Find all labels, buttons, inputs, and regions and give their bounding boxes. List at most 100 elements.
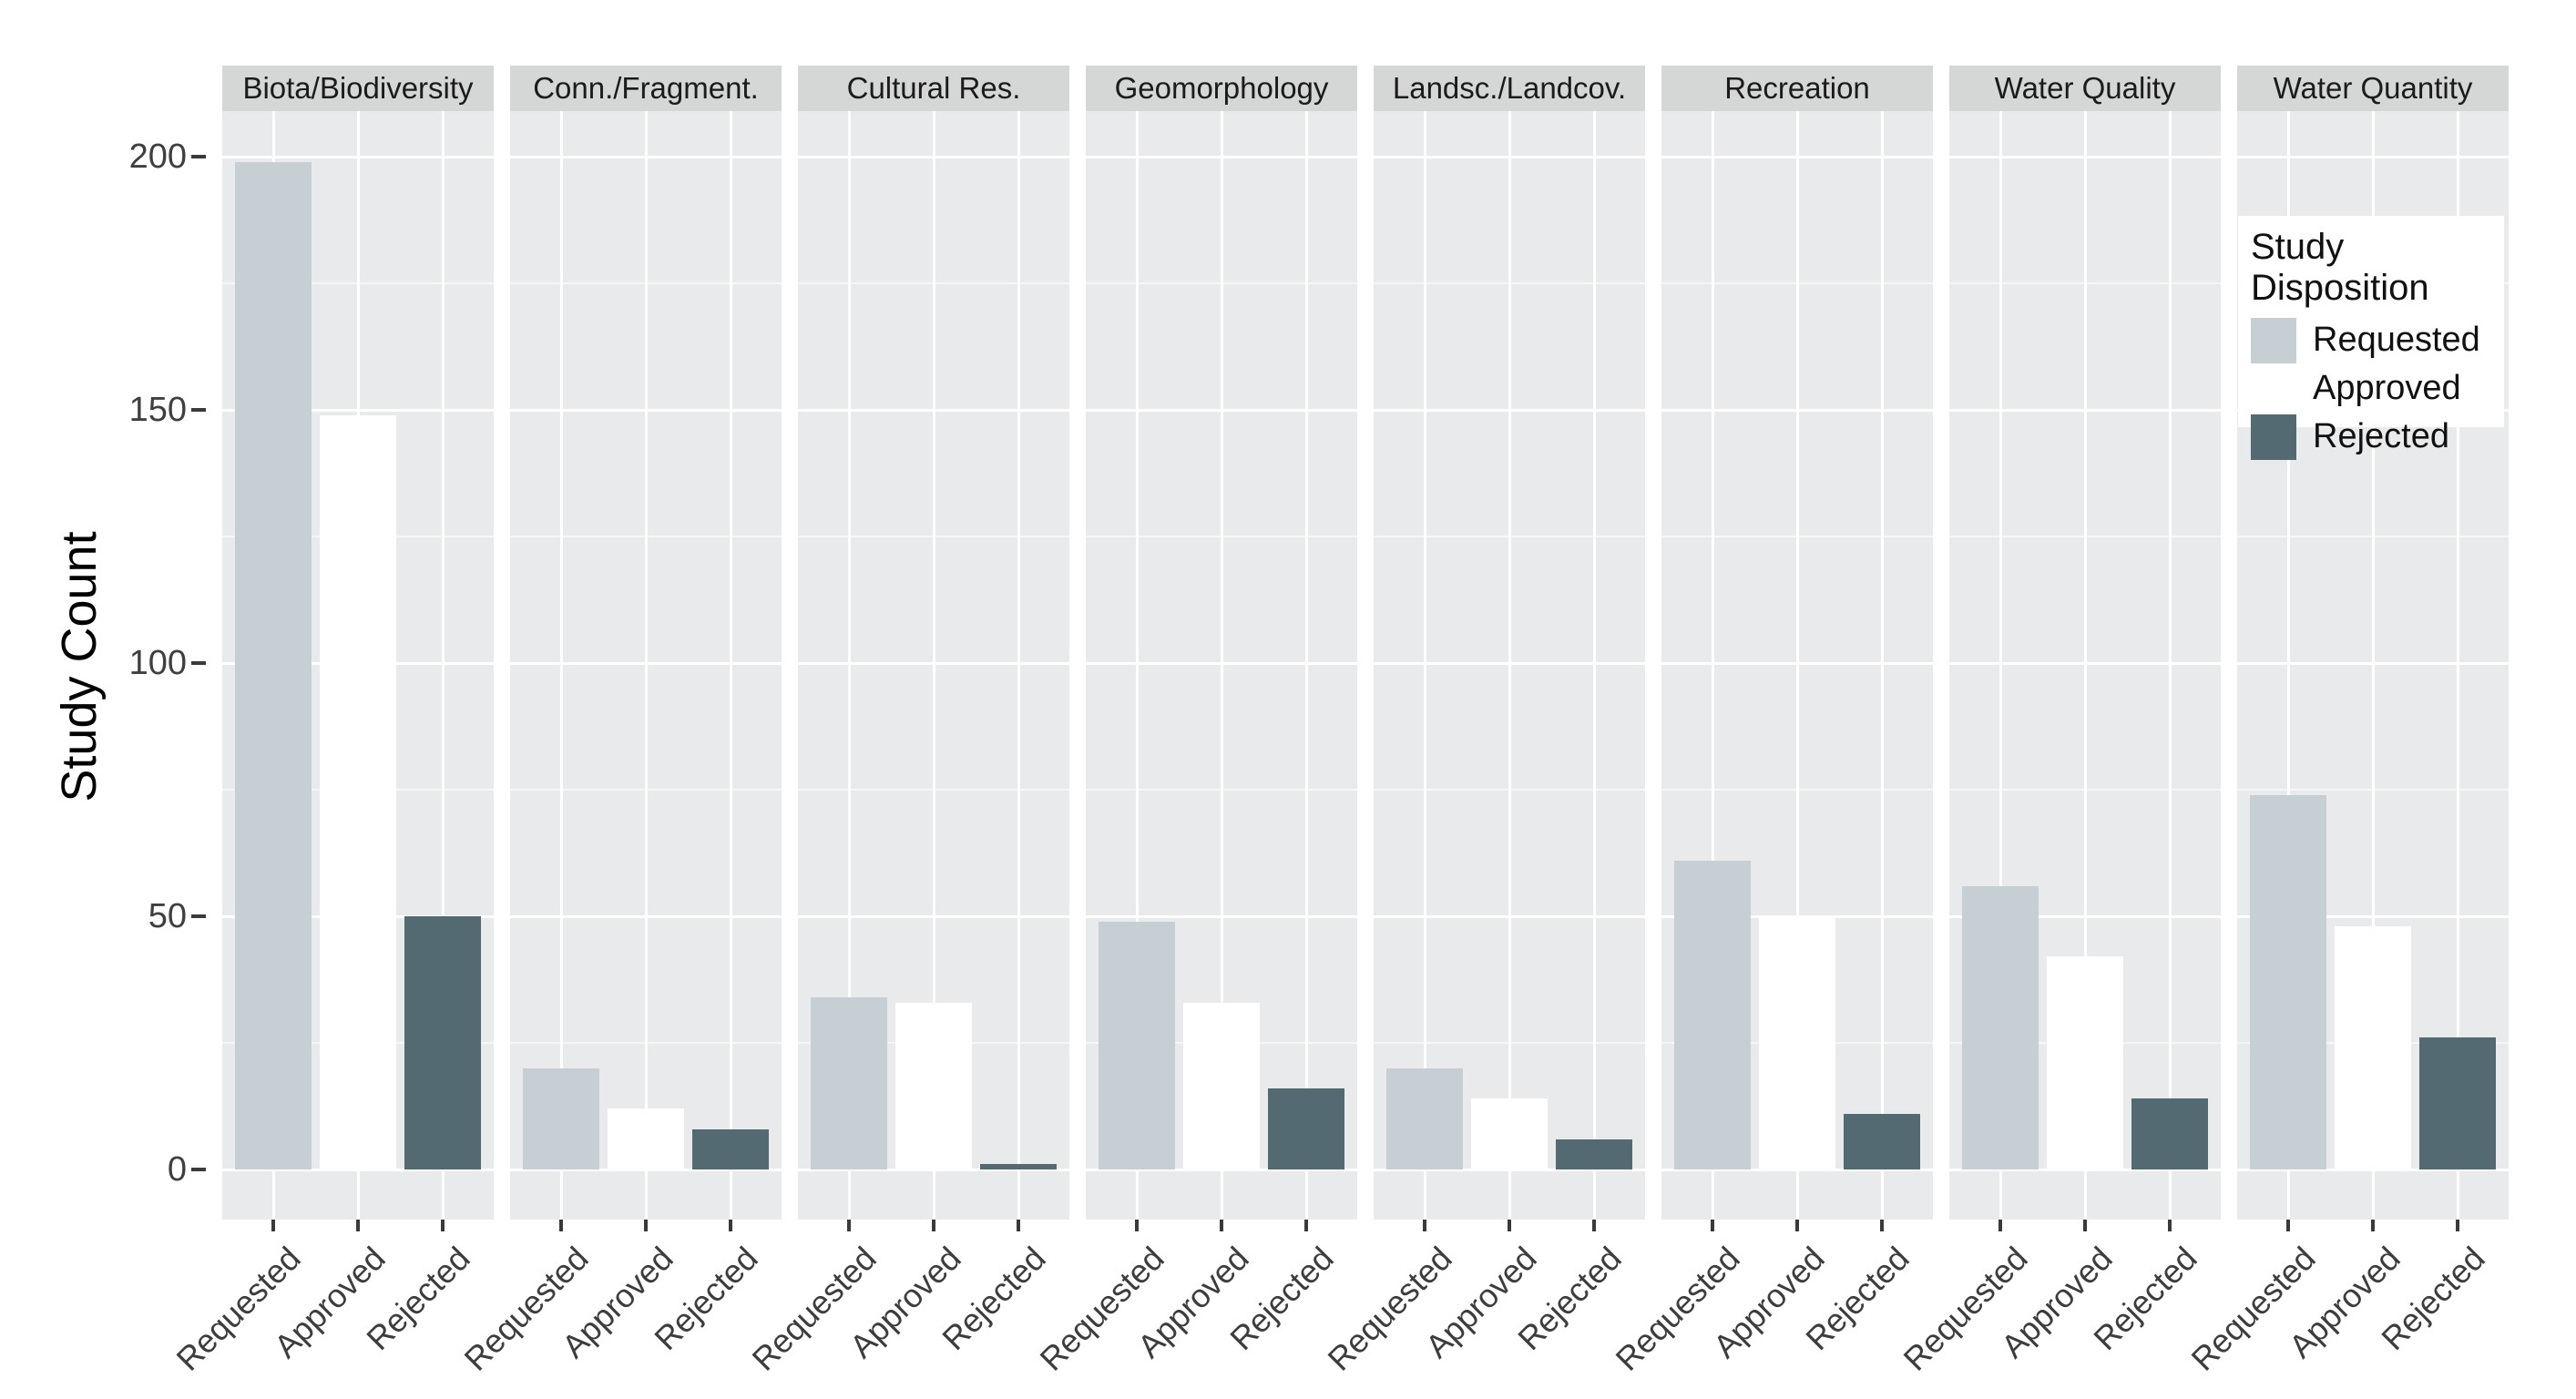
bar-requested [811, 997, 887, 1169]
facet-strip-label: Water Quality [1994, 71, 2176, 105]
gridline-vertical [1999, 111, 2002, 1220]
x-tick-mark [847, 1220, 851, 1231]
x-tick-mark [2286, 1220, 2290, 1231]
bar-requested [2250, 795, 2326, 1169]
x-tick-mark [1795, 1220, 1799, 1231]
bar-approved [895, 1003, 972, 1169]
bar-rejected [2131, 1098, 2208, 1169]
gridline-vertical [2287, 111, 2290, 1220]
gridline-vertical [2372, 111, 2375, 1220]
facet-strip: Landsc./Landcov. [1374, 66, 1645, 111]
bar-rejected [1268, 1088, 1344, 1169]
gridline-vertical [2084, 111, 2087, 1220]
facet-strip: Geomorphology [1086, 66, 1357, 111]
facet-strip-label: Water Quantity [2273, 71, 2473, 105]
x-tick-mark [2371, 1220, 2375, 1231]
x-tick-mark [2083, 1220, 2087, 1231]
y-tick-mark [191, 155, 206, 158]
legend-label: Rejected [2313, 417, 2449, 455]
panel-body [798, 111, 1069, 1220]
x-tick-mark [1592, 1220, 1596, 1231]
gridline-vertical [730, 111, 732, 1220]
x-tick-mark [1017, 1220, 1020, 1231]
gridline-vertical [2169, 111, 2172, 1220]
legend-row: Requested [2251, 316, 2504, 364]
legend-label: Approved [2313, 369, 2461, 407]
bar-approved [2047, 956, 2123, 1169]
facet-strip: Recreation [1661, 66, 1933, 111]
y-tick-mark [191, 1168, 206, 1171]
legend-label: Requested [2313, 321, 2480, 359]
gridline-vertical [442, 111, 445, 1220]
legend-row: Approved [2251, 364, 2504, 413]
y-tick-label: 200 [128, 138, 187, 176]
gridline-vertical [933, 111, 935, 1220]
gridline-vertical [1221, 111, 1223, 1220]
panel-body [1661, 111, 1933, 1220]
panel-body [1949, 111, 2221, 1220]
x-tick-mark [1423, 1220, 1426, 1231]
panel-body [1086, 111, 1357, 1220]
bar-requested [1386, 1068, 1463, 1169]
facet-strip-label: Recreation [1724, 71, 1870, 105]
bar-rejected [1556, 1139, 1632, 1169]
x-tick-mark [1220, 1220, 1223, 1231]
gridline-vertical [848, 111, 851, 1220]
legend-title: Study Disposition [2251, 227, 2429, 308]
bar-approved [2335, 926, 2411, 1169]
bar-rejected [692, 1129, 769, 1169]
gridline-vertical [1424, 111, 1426, 1220]
y-tick-label: 150 [128, 391, 187, 429]
bar-approved [320, 415, 396, 1169]
facet-strip-label: Conn./Fragment. [533, 71, 759, 105]
legend: Study Disposition Requested Approved Rejec… [2238, 216, 2504, 460]
y-tick-label: 50 [148, 897, 187, 935]
y-tick-mark [191, 408, 206, 412]
bar-requested [235, 162, 312, 1169]
bar-requested [1674, 861, 1751, 1169]
legend-items: Requested Approved Rejected [2238, 316, 2504, 461]
gridline-vertical [1017, 111, 1020, 1220]
facet-strip: Conn./Fragment. [510, 66, 782, 111]
x-tick-mark [441, 1220, 445, 1231]
bar-rejected [2419, 1037, 2496, 1169]
gridline-vertical [1508, 111, 1511, 1220]
panel-body [510, 111, 782, 1220]
bar-approved [1759, 916, 1835, 1169]
x-tick-mark [1304, 1220, 1308, 1231]
x-tick-mark [1711, 1220, 1714, 1231]
bar-approved [1183, 1003, 1260, 1169]
bar-requested [523, 1068, 599, 1169]
gridline-vertical [1712, 111, 1714, 1220]
legend-key-rejected [2251, 414, 2296, 460]
gridline-vertical [1593, 111, 1596, 1220]
x-tick-mark [559, 1220, 563, 1231]
y-tick-label: 100 [128, 644, 187, 682]
bar-approved [608, 1108, 684, 1169]
gridline-vertical [1136, 111, 1139, 1220]
legend-key-requested [2251, 317, 2296, 363]
x-tick-mark [1508, 1220, 1511, 1231]
bar-rejected [404, 916, 481, 1169]
x-tick-mark [729, 1220, 732, 1231]
gridline-vertical [1305, 111, 1308, 1220]
y-tick-label: 0 [167, 1150, 187, 1189]
x-tick-mark [644, 1220, 648, 1231]
x-tick-mark [271, 1220, 275, 1231]
gridline-vertical [645, 111, 648, 1220]
bar-requested [1099, 922, 1175, 1169]
facet-strip-label: Geomorphology [1114, 71, 1329, 105]
x-tick-mark [1998, 1220, 2002, 1231]
panel-body [222, 111, 494, 1220]
bar-approved [1471, 1098, 1548, 1169]
x-tick-mark [2456, 1220, 2459, 1231]
facet-strip-label: Landsc./Landcov. [1392, 71, 1627, 105]
gridline-vertical [2457, 111, 2459, 1220]
bar-requested [1962, 886, 2039, 1169]
y-tick-mark [191, 914, 206, 918]
x-tick-mark [356, 1220, 360, 1231]
x-tick-mark [932, 1220, 935, 1231]
panel-body [1374, 111, 1645, 1220]
facet-strip: Water Quality [1949, 66, 2221, 111]
